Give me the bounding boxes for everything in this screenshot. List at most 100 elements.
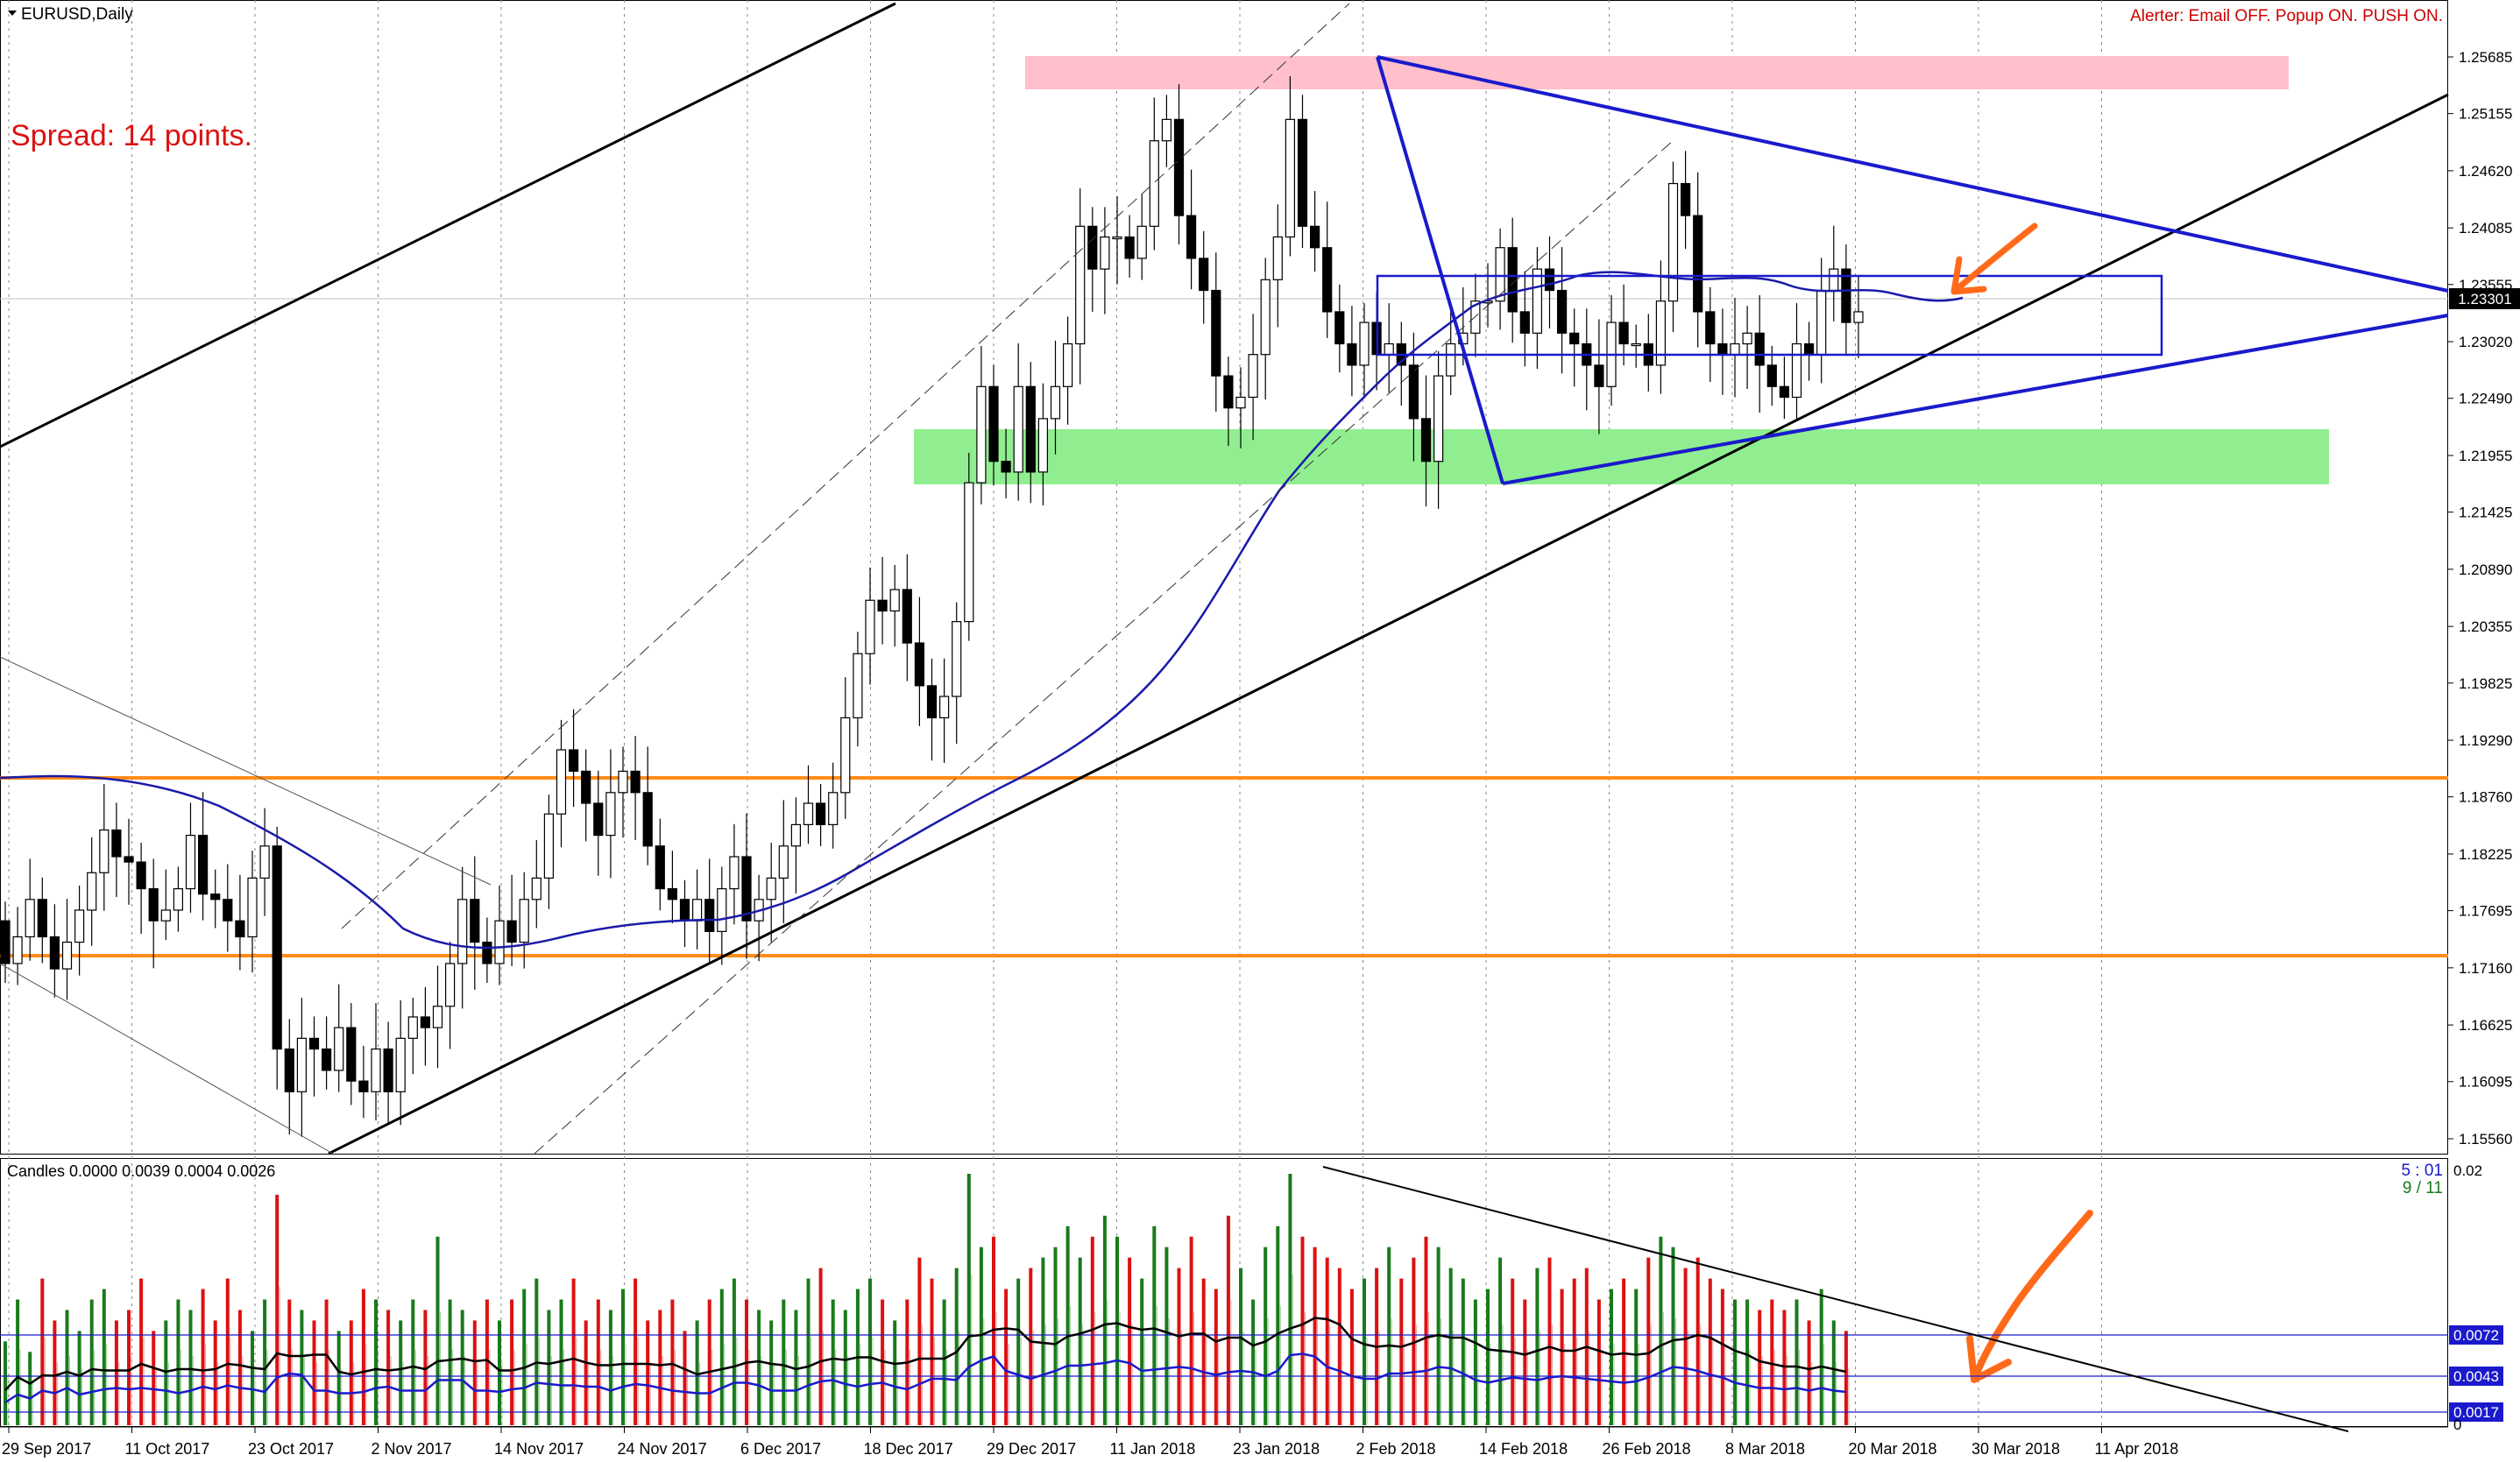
volume-bar-bull [460, 1310, 464, 1425]
volume-bar-bull [251, 1331, 254, 1425]
candle-bearish [37, 899, 47, 938]
candle-bullish [976, 385, 987, 484]
candle-bullish [1384, 343, 1394, 356]
candle-bullish [778, 845, 789, 879]
volume-bar-bear [1399, 1278, 1404, 1425]
volume-bar-bull [1659, 1236, 1663, 1425]
candle-bearish [136, 861, 146, 890]
candle-bullish [432, 1006, 443, 1028]
candle-bullish [334, 1027, 344, 1071]
channel-dashed-upper [341, 3, 1350, 929]
volume-bar-bull [547, 1310, 551, 1425]
price-tick-label: 1.19825 [2459, 675, 2512, 692]
candle-bullish [828, 792, 839, 825]
date-tick-label: 24 Nov 2017 [618, 1440, 707, 1458]
price-tick-label: 1.22490 [2459, 391, 2512, 407]
candle-bullish [605, 792, 616, 837]
indicator-line-black [4, 1317, 1847, 1391]
volume-bar-bear [312, 1320, 316, 1425]
volume-bar-bull [1115, 1236, 1119, 1425]
candle-bullish [1853, 311, 1864, 323]
volume-bar-bull [1745, 1299, 1750, 1425]
candle-bearish [272, 845, 282, 1050]
candle-bullish [99, 829, 110, 873]
candle-bullish [1149, 140, 1159, 227]
candle-bearish [902, 589, 912, 644]
candle-bearish [1594, 364, 1604, 387]
volume-bar-bear [1177, 1268, 1181, 1425]
candle-bearish [1297, 118, 1308, 227]
triangle-upper-line [1377, 55, 2449, 293]
candle-bearish [1779, 385, 1790, 399]
volume-bar-bear [1337, 1268, 1341, 1425]
volume-bar-bear [646, 1320, 650, 1425]
candle-bullish [1260, 279, 1271, 356]
volume-bar-bear [670, 1299, 675, 1425]
volume-bar-bear [1807, 1320, 1811, 1425]
volume-bar-bear [287, 1299, 292, 1425]
volume-bar-bear [1572, 1278, 1576, 1425]
volume-bar-bear [1325, 1257, 1329, 1425]
candle-bullish [1655, 300, 1667, 366]
price-tick-label: 1.17695 [2459, 903, 2512, 920]
volume-bar-bull [1140, 1278, 1144, 1425]
volume-bar-bear [1349, 1289, 1354, 1425]
volume-bar-bear [1300, 1236, 1305, 1425]
volume-bar-bull [1486, 1289, 1490, 1425]
candle-bullish [494, 920, 505, 964]
candle-bullish [1112, 236, 1122, 240]
candle-bearish [284, 1048, 294, 1092]
candle-bearish [877, 599, 888, 612]
volume-bar-bear [386, 1310, 391, 1425]
volume-bar-bull [1152, 1225, 1157, 1425]
volume-bar-bull [979, 1247, 983, 1425]
candle-bearish [704, 899, 715, 932]
volume-bar-bull [534, 1278, 539, 1425]
date-tick-label: 11 Jan 2018 [1110, 1440, 1196, 1458]
date-tick-label: 2 Nov 2017 [372, 1440, 452, 1458]
volume-bar-bull [1065, 1225, 1070, 1425]
candle-bullish [803, 802, 814, 825]
candle-bearish [1717, 343, 1728, 356]
candle-bearish [506, 920, 517, 943]
indicator-corner-ratio-1: 5 : 01 [2401, 1162, 2443, 1180]
candle-bearish [1766, 364, 1777, 387]
candle-bullish [371, 1048, 381, 1092]
price-tick-label: 1.15560 [2459, 1131, 2512, 1148]
volume-bar-bull [782, 1299, 786, 1425]
indicator-level-low-label: 0.0017 [2453, 1404, 2499, 1421]
dropdown-arrow-icon[interactable] [8, 11, 17, 16]
candle-bearish [124, 856, 134, 863]
candle-bearish [322, 1048, 332, 1071]
candle-bullish [61, 941, 73, 970]
candle-bearish [1025, 385, 1036, 473]
candle-bearish [1804, 343, 1815, 356]
volume-bar-bull [399, 1320, 403, 1425]
volume-bar-bull [1078, 1257, 1082, 1425]
volume-bar-bull [1733, 1299, 1737, 1425]
date-tick-label: 14 Nov 2017 [494, 1440, 584, 1458]
indicator-panel-frame [0, 1158, 2448, 1427]
volume-bar-bull [65, 1310, 69, 1425]
candle-bearish [1347, 343, 1357, 366]
candle-bullish [1161, 118, 1172, 142]
date-tick-label: 14 Feb 2018 [1479, 1440, 1568, 1458]
volume-bar-bull [757, 1310, 761, 1425]
volume-bar-bull [1053, 1247, 1058, 1425]
price-tick-label: 1.24085 [2459, 220, 2512, 237]
volume-bar-bear [1695, 1257, 1700, 1425]
volume-bar-bull [893, 1320, 897, 1425]
consolidation-box [1376, 274, 2163, 357]
candle-bullish [457, 899, 468, 964]
volume-bar-bear [1720, 1289, 1724, 1425]
indicator-level-high-label: 0.0072 [2453, 1327, 2499, 1344]
date-tick-label: 30 Mar 2018 [1971, 1440, 2060, 1458]
volume-bar-bull [1264, 1247, 1268, 1425]
volume-bar-bull [498, 1320, 501, 1425]
date-tick-label: 11 Apr 2018 [2095, 1440, 2179, 1458]
candle-bullish [1100, 236, 1110, 270]
volume-bar-bear [423, 1310, 428, 1425]
candle-bullish [74, 909, 85, 943]
volume-bar-bull [1498, 1257, 1503, 1425]
